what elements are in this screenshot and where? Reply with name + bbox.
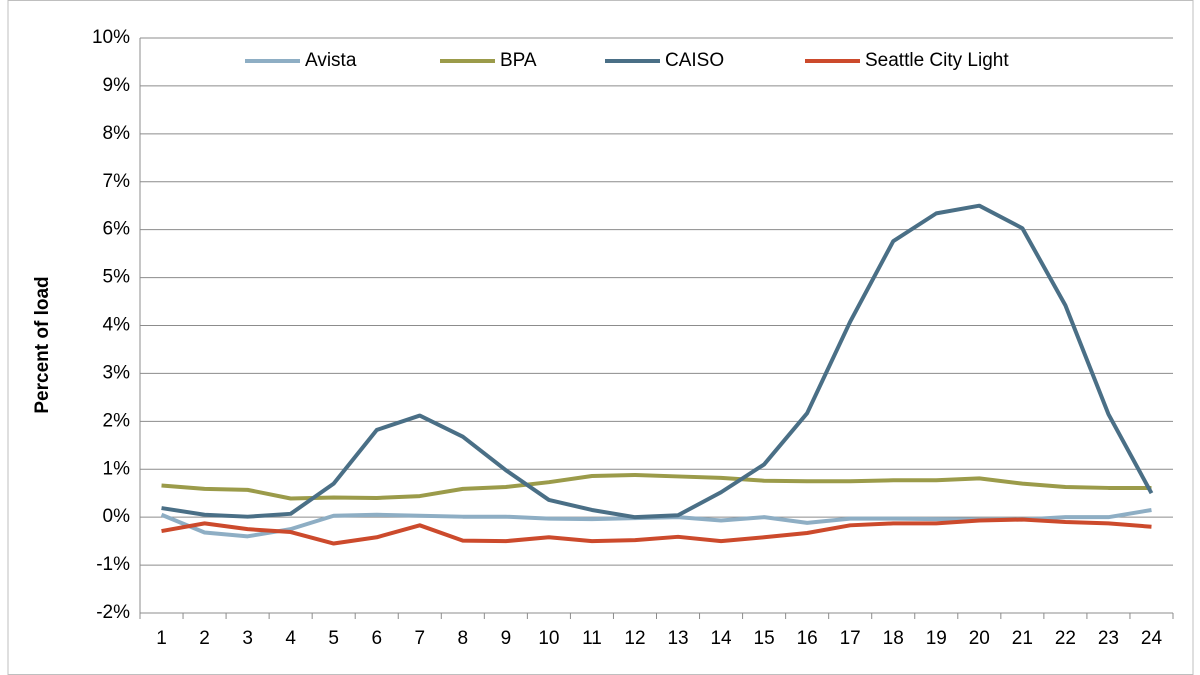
x-tick-label: 20 <box>969 628 990 649</box>
y-tick-label: 8% <box>103 123 131 144</box>
x-axis-ticks <box>139 613 1174 619</box>
y-axis-label: Percent of load <box>32 276 53 413</box>
y-tick-label: 2% <box>103 410 131 431</box>
y-tick-label: 0% <box>103 506 131 527</box>
x-tick-label: 18 <box>883 628 904 649</box>
legend-label: Avista <box>305 50 357 71</box>
x-tick-label: 9 <box>501 628 512 649</box>
x-tick-label: 3 <box>242 628 253 649</box>
chart-frame <box>7 0 1194 675</box>
x-tick-label: 19 <box>926 628 947 649</box>
y-tick-label: -1% <box>96 554 130 575</box>
x-tick-label: 22 <box>1055 628 1076 649</box>
y-tick-label: -2% <box>96 602 130 623</box>
legend-label: BPA <box>500 50 537 71</box>
x-tick-label: 11 <box>582 628 602 649</box>
legend-label: Seattle City Light <box>865 50 1009 71</box>
x-tick-label: 12 <box>624 628 645 649</box>
x-tick-label: 17 <box>840 628 861 649</box>
y-tick-label: 9% <box>103 75 131 96</box>
x-tick-label: 8 <box>458 628 469 649</box>
y-tick-label: 5% <box>103 267 131 288</box>
x-tick-label: 4 <box>285 628 296 649</box>
legend-label: CAISO <box>665 50 724 71</box>
y-tick-label: 6% <box>103 219 131 240</box>
x-tick-label: 10 <box>538 628 559 649</box>
x-tick-label: 6 <box>371 628 382 649</box>
x-tick-label: 14 <box>710 628 732 649</box>
x-tick-label: 5 <box>328 628 339 649</box>
x-tick-label: 21 <box>1012 628 1033 649</box>
x-tick-label: 2 <box>199 628 210 649</box>
y-tick-label: 3% <box>103 362 131 383</box>
x-tick-label: 1 <box>156 628 167 649</box>
y-tick-label: 1% <box>103 458 131 479</box>
y-tick-label: 4% <box>103 315 131 336</box>
y-tick-label: 10% <box>92 27 130 48</box>
series-line <box>161 517 1152 546</box>
x-tick-label: 24 <box>1141 628 1163 649</box>
x-tick-label: 16 <box>797 628 818 649</box>
x-tick-label: 23 <box>1098 628 1119 649</box>
series-line <box>161 473 1152 501</box>
x-tick-label: 15 <box>754 628 775 649</box>
x-tick-label: 7 <box>414 628 425 649</box>
series-line <box>161 203 1154 520</box>
x-tick-label: 13 <box>667 628 688 649</box>
y-tick-label: 7% <box>103 171 131 192</box>
